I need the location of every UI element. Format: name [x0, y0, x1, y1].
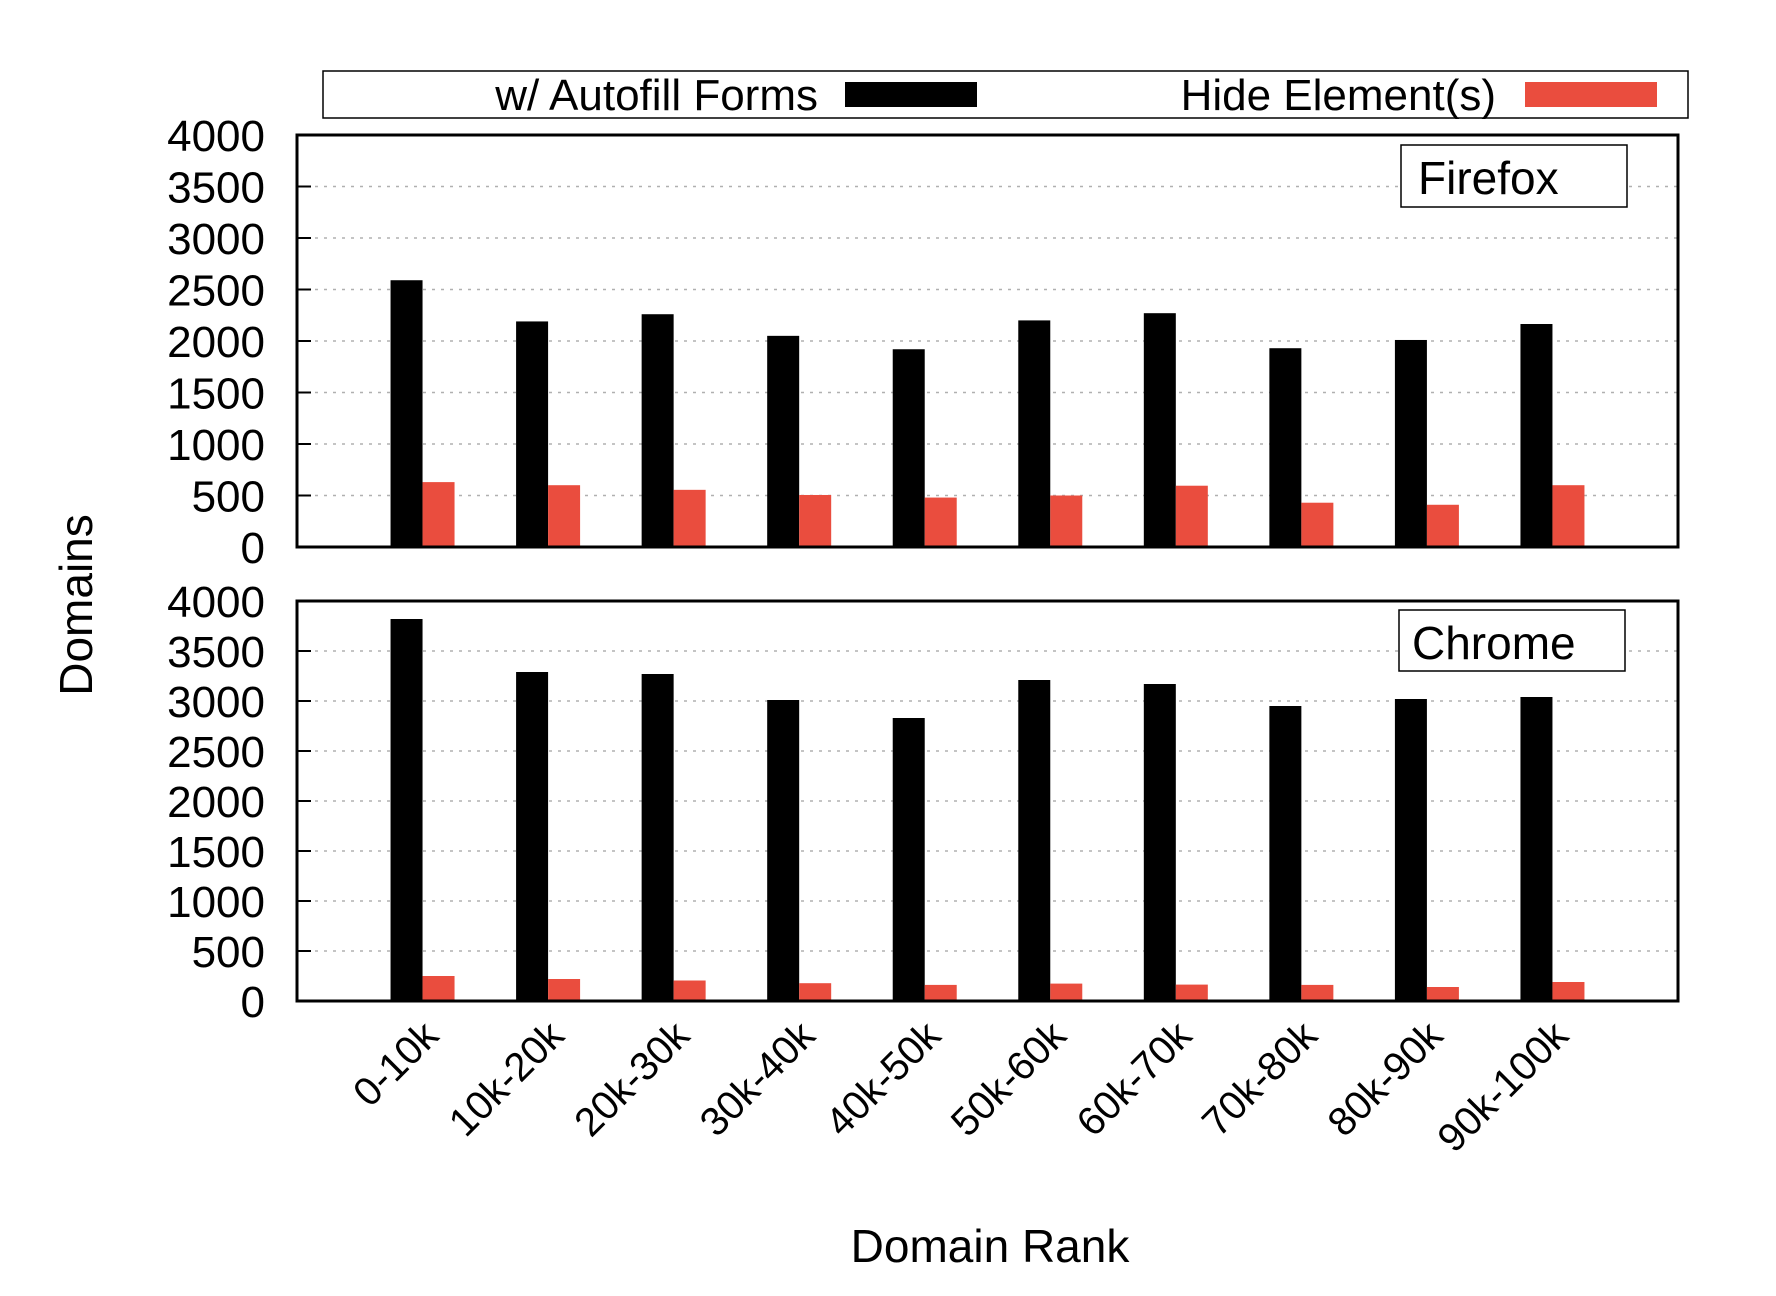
- bar-hide-elements: [548, 979, 581, 1001]
- bar-hide-elements: [1301, 502, 1334, 547]
- bar-hide-elements: [799, 494, 832, 547]
- y-tick-label: 2000: [167, 778, 265, 827]
- bar-autofill-forms: [516, 321, 549, 547]
- bar-hide-elements: [924, 497, 957, 547]
- y-tick-label: 1000: [167, 421, 265, 470]
- y-tick-label: 0: [241, 524, 265, 573]
- bar-hide-elements: [1050, 983, 1083, 1001]
- bar-hide-elements: [1175, 485, 1208, 547]
- bar-autofill-forms: [1143, 684, 1176, 1001]
- y-tick-label: 3500: [167, 164, 265, 213]
- legend-label-hide-elements: Hide Element(s): [1181, 71, 1496, 120]
- x-tick-label: 80k-90k: [1320, 1013, 1452, 1145]
- panel-label-box: [1398, 609, 1626, 672]
- y-tick-label: 4000: [167, 578, 265, 627]
- bar-hide-elements: [673, 489, 706, 547]
- x-tick-label: 30k-40k: [692, 1013, 824, 1145]
- y-tick-label: 500: [192, 473, 265, 522]
- bar-autofill-forms: [390, 619, 423, 1001]
- bar-hide-elements: [1301, 984, 1334, 1001]
- bar-hide-elements: [1552, 485, 1585, 547]
- bar-hide-elements: [422, 482, 455, 547]
- bar-autofill-forms: [1143, 313, 1176, 547]
- bar-hide-elements: [1050, 495, 1083, 547]
- bar-autofill-forms: [641, 314, 674, 547]
- y-tick-label: 0: [241, 978, 265, 1027]
- bar-autofill-forms: [516, 672, 549, 1001]
- panel-label-firefox: Firefox: [1418, 152, 1559, 204]
- x-tick-label: 50k-60k: [943, 1013, 1075, 1145]
- bar-hide-elements: [673, 980, 706, 1001]
- bar-autofill-forms: [767, 335, 800, 547]
- x-tick-label: 40k-50k: [817, 1013, 949, 1145]
- legend-swatch-autofill: [845, 82, 977, 107]
- bar-autofill-forms: [892, 718, 925, 1001]
- y-tick-label: 1000: [167, 878, 265, 927]
- y-tick-label: 1500: [167, 370, 265, 419]
- y-tick-label: 1500: [167, 828, 265, 877]
- bar-autofill-forms: [1394, 699, 1427, 1001]
- panel-label-chrome: Chrome: [1412, 617, 1576, 669]
- x-tick-label: 10k-20k: [441, 1013, 573, 1145]
- y-tick-label: 2500: [167, 728, 265, 777]
- bar-autofill-forms: [767, 700, 800, 1001]
- x-tick-label: 70k-80k: [1194, 1013, 1326, 1145]
- bar-autofill-forms: [1520, 324, 1553, 547]
- bar-autofill-forms: [1018, 680, 1051, 1001]
- bar-hide-elements: [422, 976, 455, 1001]
- x-axis-category-labels: 0-10k10k-20k20k-30k30k-40k40k-50k50k-60k…: [345, 1013, 1577, 1161]
- x-tick-label: 20k-30k: [566, 1013, 698, 1145]
- legend: w/ Autofill Forms Hide Element(s): [322, 70, 1689, 120]
- bar-hide-elements: [1426, 987, 1459, 1001]
- gridlines: [297, 185, 1678, 497]
- bar-autofill-forms: [1269, 348, 1302, 547]
- y-tick-label: 4000: [167, 112, 265, 161]
- bar-autofill-forms: [892, 349, 925, 547]
- y-tick-label: 3500: [167, 628, 265, 677]
- legend-swatch-hide-elements: [1525, 82, 1657, 107]
- bar-autofill-forms: [1269, 706, 1302, 1001]
- y-axis-title: Domains: [50, 514, 102, 696]
- y-tick-label: 3000: [167, 215, 265, 264]
- bar-hide-elements: [1426, 504, 1459, 547]
- bar-hide-elements: [924, 984, 957, 1001]
- panel-label-box: [1400, 144, 1628, 208]
- bar-autofill-forms: [390, 280, 423, 547]
- x-axis-title: Domain Rank: [851, 1220, 1131, 1272]
- x-tick-label: 0-10k: [345, 1013, 448, 1116]
- plot-frame: [295, 133, 1680, 549]
- legend-box: [322, 70, 1689, 119]
- bar-autofill-forms: [1520, 697, 1553, 1001]
- bar-autofill-forms: [641, 674, 674, 1001]
- y-tick-label: 500: [192, 928, 265, 977]
- bar-hide-elements: [799, 983, 832, 1001]
- bar-hide-elements: [1552, 982, 1585, 1001]
- legend-label-autofill: w/ Autofill Forms: [494, 71, 818, 120]
- plot-frame: [295, 599, 1680, 1003]
- x-tick-label: 90k-100k: [1429, 1013, 1577, 1161]
- y-tick-label: 3000: [167, 678, 265, 727]
- x-tick-label: 60k-70k: [1068, 1013, 1200, 1145]
- y-tick-label: 2500: [167, 267, 265, 316]
- bars: [390, 280, 1585, 547]
- bar-autofill-forms: [1394, 339, 1427, 547]
- bars: [390, 619, 1585, 1001]
- bar-autofill-forms: [1018, 320, 1051, 547]
- y-tick-label: 2000: [167, 318, 265, 367]
- bar-hide-elements: [1175, 984, 1208, 1001]
- gridlines: [297, 650, 1678, 952]
- bar-hide-elements: [548, 485, 581, 547]
